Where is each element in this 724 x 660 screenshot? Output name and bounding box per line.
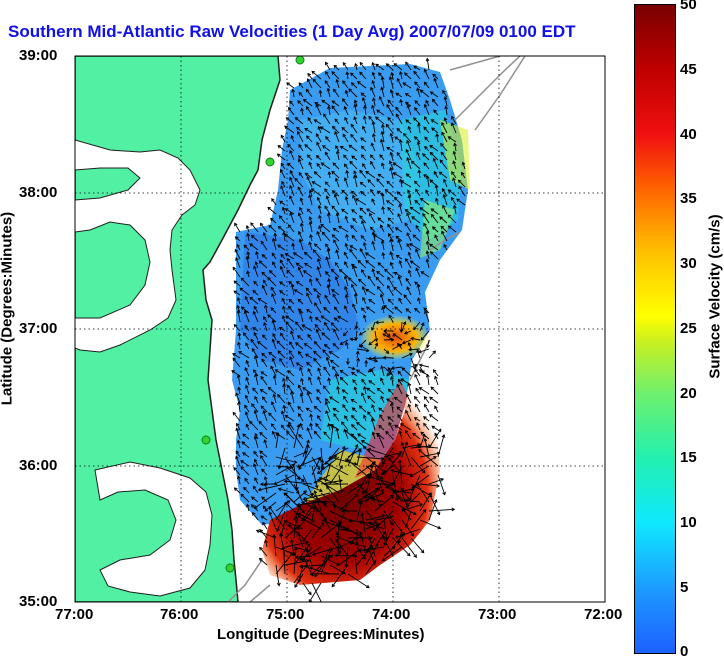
x-axis-label: Longitude (Degrees:Minutes) (217, 626, 425, 643)
colorbar-label: Surface Velocity (cm/s) (707, 182, 724, 412)
colorbar (634, 4, 676, 654)
colorbar-tick: 50 (680, 0, 697, 13)
y-tick-label: 37:00 (19, 320, 57, 337)
x-tick-label: 77:00 (55, 606, 93, 623)
y-tick-label: 38:00 (19, 184, 57, 201)
colorbar-tick: 15 (680, 449, 697, 466)
colorbar-tick: 10 (680, 514, 697, 531)
y-axis-label: Latitude (Degrees:Minutes) (0, 194, 16, 424)
colorbar-tick: 40 (680, 126, 697, 143)
colorbar-tick: 0 (680, 643, 688, 660)
colorbar-tick: 30 (680, 255, 697, 272)
colorbar-tick: 20 (680, 385, 697, 402)
colorbar-tick: 45 (680, 61, 697, 78)
y-tick-label: 39:00 (19, 47, 57, 64)
colorbar-tick: 5 (680, 579, 688, 596)
x-tick-label: 74:00 (372, 606, 410, 623)
colorbar-tick: 35 (680, 190, 697, 207)
x-tick-label: 75:00 (266, 606, 304, 623)
x-tick-label: 73:00 (478, 606, 516, 623)
y-tick-label: 35:00 (19, 593, 57, 610)
colorbar-tick: 25 (680, 320, 697, 337)
x-tick-label: 76:00 (160, 606, 198, 623)
velocity-arrowhead (321, 604, 324, 607)
y-tick-label: 36:00 (19, 457, 57, 474)
x-tick-label: 72:00 (584, 606, 622, 623)
